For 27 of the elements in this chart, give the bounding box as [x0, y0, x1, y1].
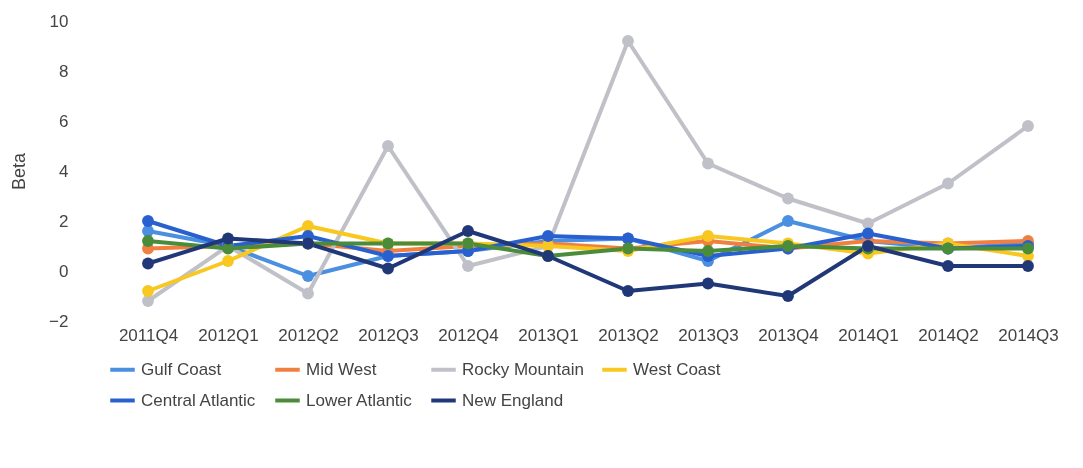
x-tick-label: 2013Q1 — [518, 325, 579, 345]
y-tick-label: 2 — [59, 211, 69, 231]
y-tick-label: 8 — [59, 61, 69, 81]
y-tick-label: 6 — [59, 111, 69, 131]
legend-label: Central Atlantic — [141, 390, 256, 410]
legend-label: West Coast — [633, 359, 721, 379]
x-tick-label: 2012Q2 — [278, 325, 339, 345]
legend-label: Lower Atlantic — [306, 390, 413, 410]
y-tick-label: −2 — [49, 311, 69, 331]
x-tick-label: 2013Q4 — [758, 325, 819, 345]
x-tick-label: 2013Q2 — [598, 325, 659, 345]
x-tick-label: 2014Q3 — [998, 325, 1059, 345]
x-tick-label: 2011Q4 — [118, 325, 179, 345]
y-axis-title: Beta — [9, 152, 30, 191]
y-tick-label: 10 — [49, 11, 69, 31]
legend-label: Rocky Mountain — [462, 359, 584, 379]
x-tick-label: 2012Q4 — [438, 325, 499, 345]
x-tick-label: 2014Q1 — [838, 325, 899, 345]
x-tick-label: 2013Q3 — [678, 325, 739, 345]
x-tick-label: 2012Q3 — [358, 325, 419, 345]
legend-label: Mid West — [306, 359, 377, 379]
legend-label: New England — [462, 390, 564, 410]
y-tick-label: 0 — [59, 261, 69, 281]
x-tick-label: 2014Q2 — [918, 325, 979, 345]
y-tick-label: 4 — [59, 161, 69, 181]
x-tick-label: 2012Q1 — [198, 325, 259, 345]
legend-label: Gulf Coast — [141, 359, 222, 379]
